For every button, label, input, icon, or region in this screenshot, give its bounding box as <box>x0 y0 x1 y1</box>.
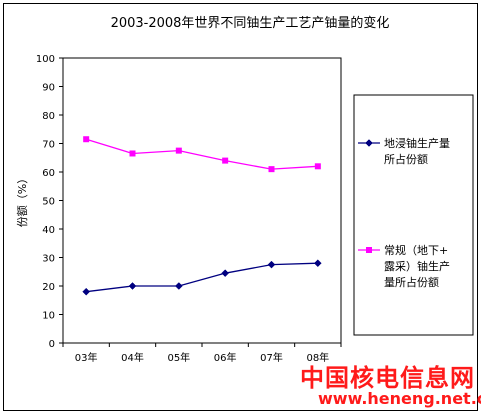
y-tick-label: 20 <box>42 282 55 293</box>
legend-label: 露采）铀生产 <box>384 259 450 273</box>
y-tick-label: 40 <box>42 225 55 236</box>
data-point <box>128 282 137 290</box>
legend-label: 常规（地下+ <box>384 243 448 257</box>
y-tick-label: 90 <box>42 83 55 94</box>
chart-title: 2003-2008年世界不同铀生产工艺产铀量的变化 <box>111 15 390 31</box>
y-tick-label: 0 <box>49 339 55 350</box>
data-point <box>268 166 275 173</box>
y-tick-label: 70 <box>42 140 55 151</box>
legend-label: 地浸铀生产量 <box>384 136 450 150</box>
y-tick-label: 50 <box>42 197 55 208</box>
data-point <box>175 147 182 154</box>
x-tick-label: 05年 <box>167 351 190 364</box>
y-axis-label: 份额（%） <box>16 173 29 227</box>
data-point <box>83 136 90 143</box>
x-tick-label: 06年 <box>214 351 237 364</box>
series-line-1 <box>86 262 318 293</box>
data-point <box>313 259 322 268</box>
data-point <box>221 269 230 278</box>
data-point <box>129 150 136 157</box>
data-point <box>314 163 321 170</box>
legend-label: 所占份额 <box>384 152 428 166</box>
y-tick-label: 100 <box>36 54 55 65</box>
y-tick-label: 60 <box>42 168 55 179</box>
legend-box <box>353 94 474 336</box>
series-layer <box>82 136 322 296</box>
legend-swatch-marker <box>366 247 372 253</box>
watermark-url: www.heneng.net.cn <box>318 389 481 408</box>
legend-label: 量所占份额 <box>384 275 439 289</box>
series-line-2 <box>85 138 318 170</box>
y-tick-label: 10 <box>42 311 55 322</box>
data-point <box>82 287 91 296</box>
plot-area <box>62 57 342 344</box>
x-tick-label: 07年 <box>260 351 283 364</box>
data-point <box>174 282 183 290</box>
legend-swatch-marker <box>365 139 373 147</box>
y-tick-label: 30 <box>42 254 55 265</box>
x-tick-label: 08年 <box>306 351 329 364</box>
x-axis: 03年 04年 05年 06年 07年 08年 <box>62 343 342 364</box>
y-axis: 0 10 20 30 40 50 60 70 80 90 100 <box>36 54 63 350</box>
y-tick-label: 80 <box>42 111 55 122</box>
x-tick-label: 04年 <box>121 351 144 364</box>
x-tick-label: 03年 <box>75 351 98 364</box>
data-point <box>267 260 276 269</box>
data-point <box>222 157 229 164</box>
watermark-brand: 中国核电信息网 <box>300 364 475 392</box>
